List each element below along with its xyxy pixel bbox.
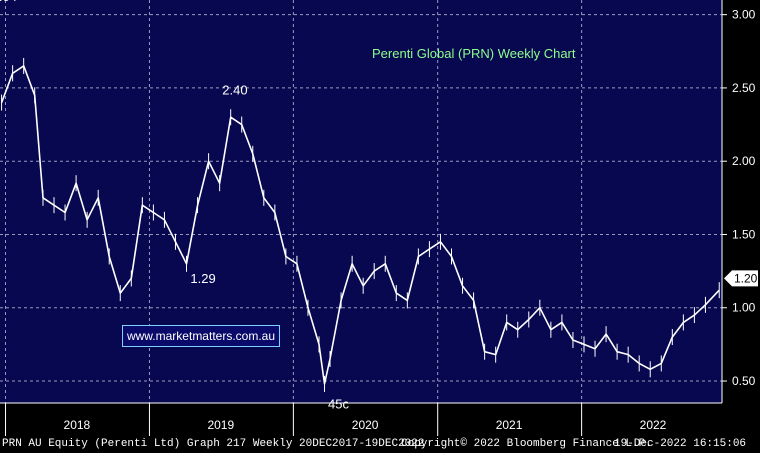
chart-title: Perenti Global (PRN) Weekly Chart — [372, 46, 576, 61]
y-tick-label: 0.50 — [732, 374, 756, 388]
annotations: 3.04 2.40 1.29 45c — [0, 0, 350, 411]
status-footer: PRN AU Equity (Perenti Ltd) Graph 217 We… — [0, 436, 760, 453]
x-tick-label: 2019 — [207, 418, 234, 432]
price-annotation: 3.04 — [0, 0, 17, 4]
y-tick-label: 1.00 — [732, 301, 756, 315]
price-annotation: 2.40 — [222, 83, 247, 98]
footer-copyright: Copyright© 2022 Bloomberg Finance L.P. — [401, 438, 652, 450]
price-annotation: 1.29 — [190, 271, 215, 286]
x-tick-label: 2021 — [496, 418, 523, 432]
x-tick-label: 2022 — [640, 418, 667, 432]
y-tick-label: 3.00 — [732, 8, 756, 22]
price-chart: 3.00 2.50 2.00 1.50 1.00 0.50 2018 2019 2020 202… — [0, 0, 760, 436]
y-tick-label: 2.00 — [732, 154, 756, 168]
footer-security: PRN AU Equity (Perenti Ltd) Graph 217 We… — [2, 438, 425, 450]
last-price-label: 1.20 — [734, 271, 758, 285]
last-price-marker — [724, 270, 758, 287]
plot-area — [0, 0, 722, 403]
grid-lines — [0, 0, 722, 403]
x-tick-label: 2020 — [352, 418, 379, 432]
x-axis: 2018 2019 2020 2021 2022 — [0, 402, 722, 436]
y-axis: 3.00 2.50 2.00 1.50 1.00 0.50 — [721, 0, 756, 403]
footer-timestamp: 19-Dec-2022 16:15:06 — [614, 438, 747, 450]
price-series — [0, 57, 720, 392]
x-tick-label: 2018 — [64, 418, 91, 432]
watermark-link[interactable]: www.marketmatters.com.au — [122, 325, 280, 347]
y-tick-label: 2.50 — [732, 81, 756, 95]
last-price-tag: 1.20 — [724, 270, 758, 287]
price-annotation: 45c — [328, 396, 349, 411]
y-tick-label: 1.50 — [732, 227, 756, 241]
